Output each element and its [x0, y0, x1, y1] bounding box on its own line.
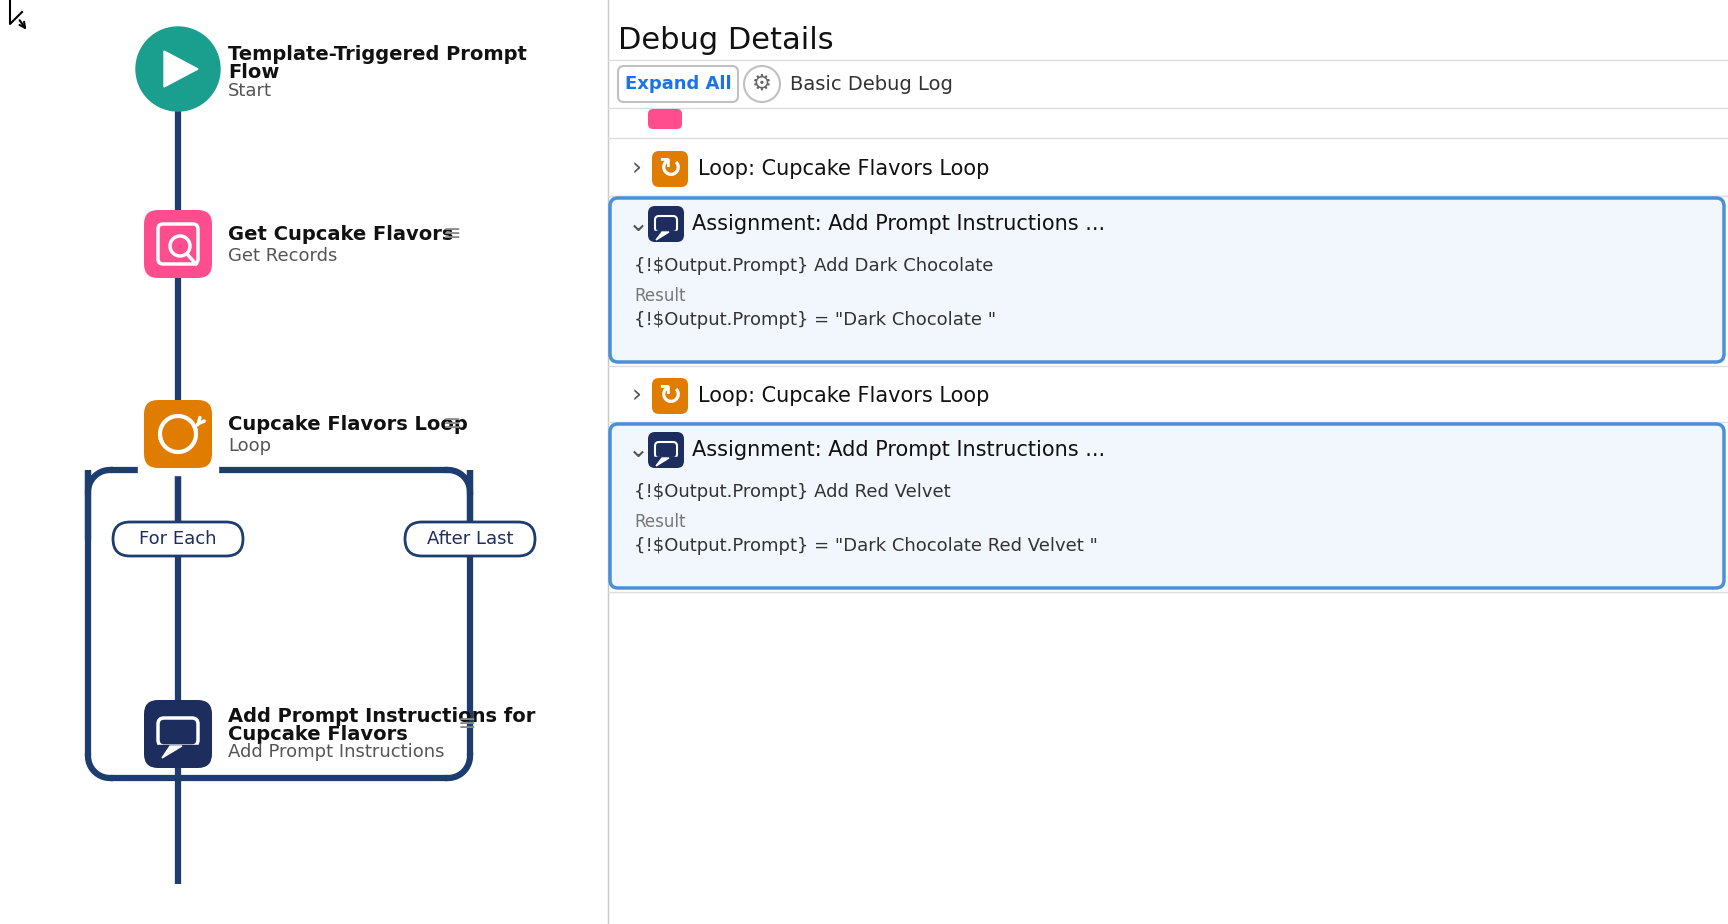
Text: Loop: Cupcake Flavors Loop: Loop: Cupcake Flavors Loop	[698, 386, 990, 406]
FancyBboxPatch shape	[619, 66, 738, 102]
Text: For Each: For Each	[140, 530, 216, 548]
Text: ›: ›	[632, 157, 643, 181]
Text: Expand All: Expand All	[626, 75, 731, 93]
Text: ≡: ≡	[442, 414, 461, 434]
Polygon shape	[164, 51, 199, 87]
Polygon shape	[138, 464, 218, 475]
FancyBboxPatch shape	[651, 151, 688, 187]
Text: ›: ›	[632, 384, 643, 408]
Text: ≡: ≡	[458, 714, 477, 734]
Text: Flow: Flow	[228, 64, 280, 82]
Text: Loop: Loop	[228, 437, 271, 455]
Polygon shape	[657, 458, 669, 466]
Text: {!$Output.Prompt} Add Red Velvet: {!$Output.Prompt} Add Red Velvet	[634, 483, 950, 501]
Text: Get Cupcake Flavors: Get Cupcake Flavors	[228, 225, 453, 244]
FancyBboxPatch shape	[610, 198, 1725, 362]
Text: Assignment: Add Prompt Instructions ...: Assignment: Add Prompt Instructions ...	[691, 214, 1106, 234]
Polygon shape	[657, 232, 669, 240]
Text: ↻: ↻	[658, 382, 681, 410]
FancyBboxPatch shape	[112, 522, 244, 556]
Text: Basic Debug Log: Basic Debug Log	[790, 75, 952, 93]
Text: Cupcake Flavors Loop: Cupcake Flavors Loop	[228, 415, 468, 433]
FancyBboxPatch shape	[651, 378, 688, 414]
Circle shape	[745, 66, 779, 102]
Text: Debug Details: Debug Details	[619, 26, 833, 55]
Polygon shape	[157, 745, 199, 748]
Text: After Last: After Last	[427, 530, 513, 548]
FancyBboxPatch shape	[648, 432, 684, 468]
Text: ⌄: ⌄	[627, 438, 650, 462]
Text: Result: Result	[634, 287, 686, 305]
Polygon shape	[653, 457, 677, 460]
Text: ↻: ↻	[658, 155, 681, 183]
FancyBboxPatch shape	[648, 109, 683, 129]
Text: Add Prompt Instructions for: Add Prompt Instructions for	[228, 707, 536, 725]
Text: {!$Output.Prompt} = "Dark Chocolate ": {!$Output.Prompt} = "Dark Chocolate "	[634, 311, 995, 329]
Circle shape	[137, 27, 219, 111]
Text: Loop: Cupcake Flavors Loop: Loop: Cupcake Flavors Loop	[698, 159, 990, 179]
Text: {!$Output.Prompt} = "Dark Chocolate Red Velvet ": {!$Output.Prompt} = "Dark Chocolate Red …	[634, 537, 1097, 555]
Text: {!$Output.Prompt} Add Dark Chocolate: {!$Output.Prompt} Add Dark Chocolate	[634, 257, 994, 275]
FancyBboxPatch shape	[143, 400, 213, 468]
Text: Template-Triggered Prompt: Template-Triggered Prompt	[228, 45, 527, 65]
FancyBboxPatch shape	[404, 522, 536, 556]
Text: ≡: ≡	[442, 224, 461, 244]
Text: Cupcake Flavors: Cupcake Flavors	[228, 724, 408, 744]
FancyBboxPatch shape	[610, 424, 1725, 588]
Polygon shape	[653, 231, 677, 234]
Text: Result: Result	[634, 513, 686, 531]
Text: Start: Start	[228, 82, 271, 100]
FancyBboxPatch shape	[143, 210, 213, 278]
Text: Add Prompt Instructions: Add Prompt Instructions	[228, 743, 444, 761]
Text: ⚙: ⚙	[752, 74, 772, 94]
Text: Assignment: Add Prompt Instructions ...: Assignment: Add Prompt Instructions ...	[691, 440, 1106, 460]
FancyBboxPatch shape	[143, 700, 213, 768]
FancyBboxPatch shape	[648, 206, 684, 242]
Polygon shape	[162, 746, 181, 758]
Text: Get Records: Get Records	[228, 247, 337, 265]
Text: ⌄: ⌄	[627, 212, 650, 236]
